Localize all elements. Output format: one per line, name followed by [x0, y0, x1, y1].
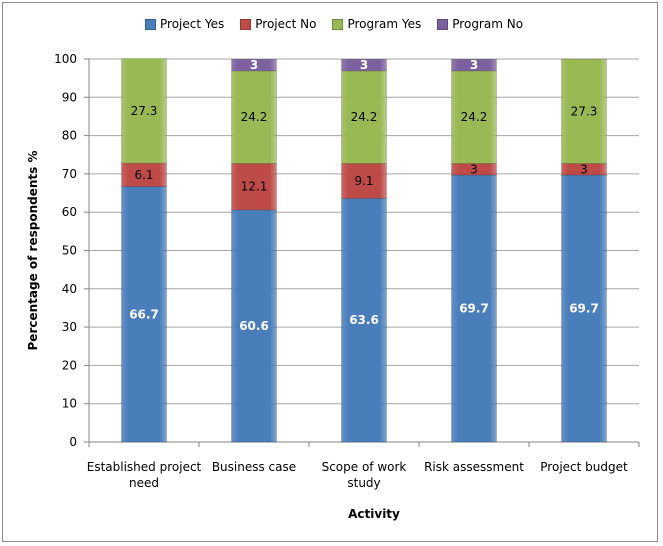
bar-segment-project-yes	[451, 174, 497, 443]
y-axis-title: Percentage of respondents %	[26, 151, 40, 351]
data-label: 9.1	[354, 174, 373, 188]
x-category-label: Scope of work	[322, 460, 407, 474]
data-label: 3	[470, 58, 478, 72]
legend-label: Project No	[255, 17, 317, 31]
legend-item: Program No	[437, 17, 523, 31]
legend-swatch	[437, 18, 449, 30]
data-label: 3	[360, 58, 368, 72]
x-category-label: Project budget	[540, 460, 628, 474]
legend-swatch	[240, 18, 252, 30]
data-label: 27.3	[131, 104, 158, 118]
legend-label: Project Yes	[160, 17, 225, 31]
data-label: 3	[250, 58, 258, 72]
y-tick-label: 10	[62, 397, 77, 411]
bar-segment-program-no	[231, 59, 277, 72]
bar-segment-program-yes	[121, 58, 167, 164]
data-label: 27.3	[571, 104, 598, 118]
x-category-label: Established project	[87, 460, 202, 474]
y-tick-label: 50	[62, 244, 77, 258]
data-label: 69.7	[569, 302, 599, 316]
y-tick-label: 90	[62, 90, 77, 104]
legend-label: Program Yes	[347, 17, 422, 31]
y-tick-label: 60	[62, 205, 77, 219]
bar-segment-project-no	[451, 163, 497, 176]
bar-segment-project-no	[341, 163, 387, 199]
chart-frame	[2, 2, 658, 542]
legend-label: Program No	[452, 17, 524, 31]
bar-segment-program-yes	[451, 70, 497, 164]
x-category-label: Risk assessment	[424, 460, 524, 474]
legend-item: Project No	[240, 17, 316, 31]
data-label: 63.6	[349, 313, 379, 327]
y-tick-label: 100	[54, 52, 77, 66]
x-axis-title: Activity	[348, 507, 400, 521]
data-label: 6.1	[134, 168, 153, 182]
data-label: 24.2	[461, 110, 488, 124]
data-label: 3	[470, 162, 478, 176]
y-tick-label: 30	[62, 320, 77, 334]
y-tick-label: 0	[69, 435, 77, 449]
y-tick-label: 20	[62, 358, 77, 372]
bar-segment-program-yes	[561, 58, 607, 164]
y-tick-label: 70	[62, 167, 77, 181]
legend-swatch	[332, 18, 344, 30]
bar-segment-project-no	[231, 163, 277, 211]
data-label: 24.2	[241, 110, 268, 124]
bar-segment-project-no	[561, 163, 607, 176]
bar-segment-project-yes	[561, 174, 607, 443]
data-label: 12.1	[241, 180, 268, 194]
bar-segment-project-yes	[231, 209, 277, 443]
legend-item: Program Yes	[332, 17, 421, 31]
bar-segment-program-yes	[231, 70, 277, 164]
data-label: 60.6	[239, 319, 269, 333]
data-label: 69.7	[459, 302, 489, 316]
y-tick-label: 40	[62, 282, 77, 296]
bar-segment-program-no	[451, 59, 497, 72]
bar-segment-program-yes	[341, 70, 387, 164]
y-tick-label: 80	[62, 129, 77, 143]
legend-item: Project Yes	[145, 17, 224, 31]
data-label: 66.7	[129, 307, 159, 321]
x-category-label: need	[129, 476, 159, 490]
data-label: 24.2	[351, 110, 378, 124]
bar-segment-program-no	[341, 59, 387, 72]
x-category-label: Business case	[212, 460, 296, 474]
x-category-label: study	[347, 476, 380, 490]
legend-swatch	[145, 18, 156, 30]
data-label: 3	[580, 162, 588, 176]
legend: Project Yes Project No Program Yes Program …	[145, 17, 523, 31]
